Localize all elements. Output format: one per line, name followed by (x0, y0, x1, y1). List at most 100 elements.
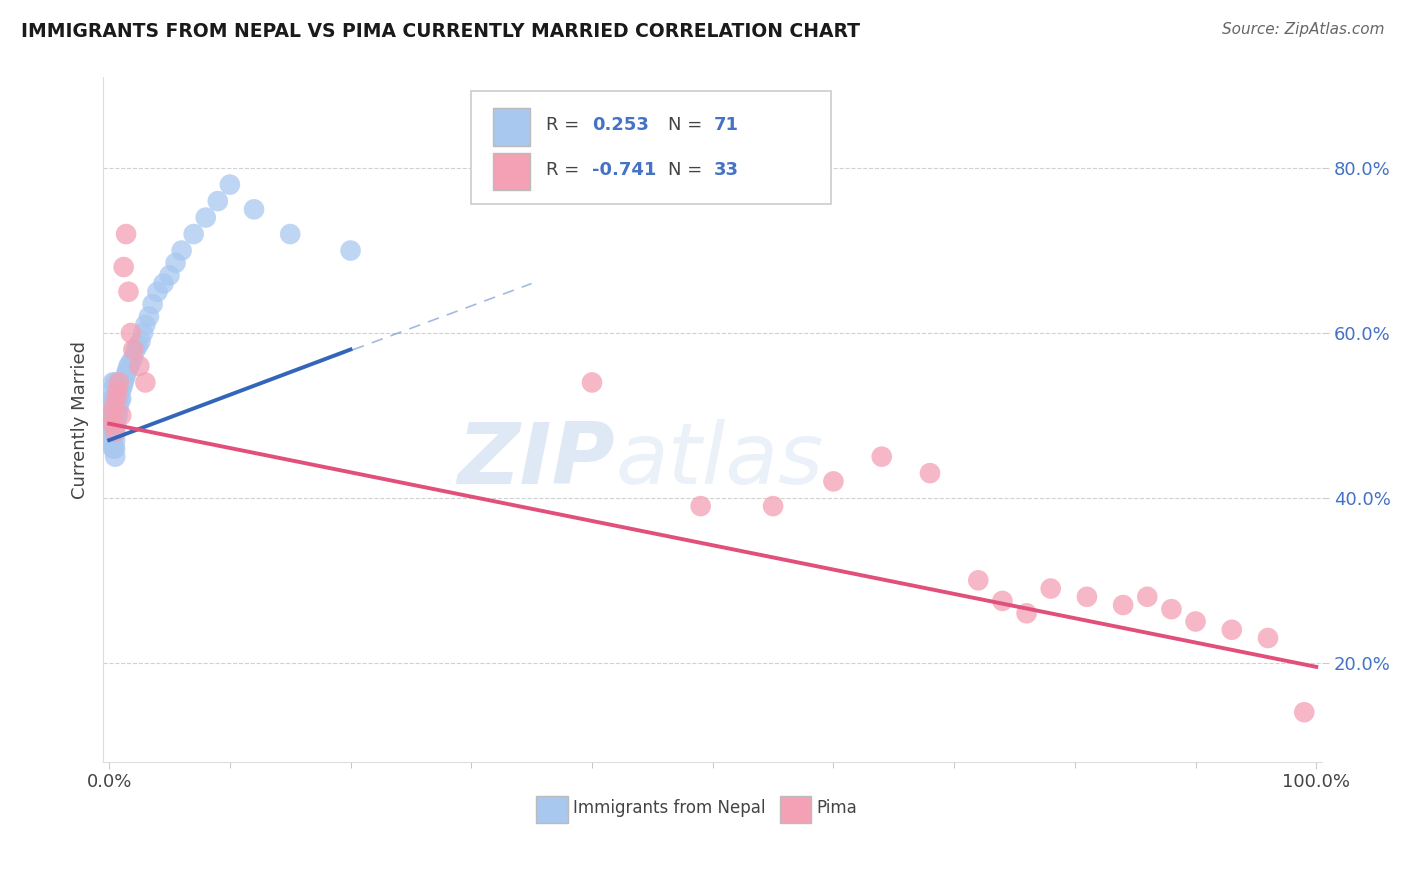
Point (103, 417, 125, 431)
Point (114, 371, 136, 385)
Point (127, 338, 149, 352)
Point (101, 417, 124, 431)
Point (120, 355, 142, 369)
Point (101, 433, 124, 447)
Point (991, 594, 1014, 608)
Point (101, 376, 124, 390)
Point (194, 211, 217, 225)
Point (218, 178, 240, 192)
Point (1039, 582, 1062, 596)
Point (117, 363, 139, 377)
Point (103, 442, 125, 456)
Point (105, 392, 128, 406)
Point (1136, 590, 1159, 604)
Point (120, 326, 142, 340)
Point (112, 260, 135, 274)
Bar (494, 153, 530, 190)
Text: -0.741: -0.741 (592, 161, 657, 178)
Point (870, 450, 893, 464)
Point (100, 409, 122, 423)
Point (108, 384, 131, 398)
Point (128, 359, 150, 373)
Point (118, 359, 141, 373)
Point (105, 417, 128, 431)
Point (104, 417, 127, 431)
Text: IMMIGRANTS FROM NEPAL VS PIMA CURRENTLY MARRIED CORRELATION CHART: IMMIGRANTS FROM NEPAL VS PIMA CURRENTLY … (21, 22, 860, 41)
Point (110, 384, 132, 398)
Text: ZIP: ZIP (457, 419, 616, 502)
Point (101, 425, 124, 439)
Point (108, 400, 131, 414)
Point (110, 376, 132, 390)
Point (823, 475, 845, 489)
Point (146, 285, 169, 299)
Point (100, 392, 122, 406)
Text: R =: R = (546, 161, 585, 178)
Point (103, 409, 125, 423)
Point (101, 392, 124, 406)
Point (115, 227, 138, 241)
Point (100, 400, 122, 414)
Point (762, 499, 785, 513)
Point (111, 379, 134, 393)
Text: atlas: atlas (616, 419, 823, 502)
Text: 33: 33 (714, 161, 740, 178)
Bar (494, 108, 530, 146)
Point (1076, 590, 1098, 604)
Point (104, 376, 127, 390)
Point (101, 442, 124, 456)
Point (101, 417, 124, 431)
Point (101, 409, 124, 423)
Point (207, 194, 229, 208)
Point (152, 277, 174, 291)
Point (107, 400, 129, 414)
Text: Pima: Pima (817, 799, 858, 817)
Point (1112, 598, 1135, 612)
Text: R =: R = (546, 116, 585, 135)
Point (165, 256, 187, 270)
Point (117, 359, 139, 373)
Point (110, 392, 132, 406)
Point (117, 285, 139, 299)
Point (108, 392, 131, 406)
Point (339, 244, 361, 258)
Point (107, 392, 129, 406)
Text: 0.253: 0.253 (592, 116, 650, 135)
Point (103, 400, 125, 414)
Point (105, 409, 128, 423)
Point (104, 425, 127, 439)
Bar (780, 796, 811, 823)
Point (103, 425, 125, 439)
Text: Source: ZipAtlas.com: Source: ZipAtlas.com (1222, 22, 1385, 37)
Point (100, 417, 122, 431)
Point (129, 334, 152, 349)
Point (243, 202, 266, 217)
Point (1294, 705, 1316, 719)
Point (104, 409, 127, 423)
Point (132, 326, 155, 340)
Point (104, 392, 127, 406)
Point (100, 384, 122, 398)
Point (1015, 607, 1038, 621)
Point (104, 433, 127, 447)
Point (967, 574, 990, 588)
Point (1184, 615, 1206, 629)
Point (107, 384, 129, 398)
Point (115, 368, 138, 382)
Point (110, 409, 132, 423)
Y-axis label: Currently Married: Currently Married (72, 341, 89, 499)
Text: N =: N = (668, 161, 707, 178)
Point (104, 442, 127, 456)
Point (108, 376, 131, 390)
Point (125, 343, 148, 357)
Point (134, 318, 156, 332)
Bar (536, 796, 568, 823)
Point (107, 409, 129, 423)
Point (142, 297, 165, 311)
Point (1220, 623, 1243, 637)
Point (108, 376, 131, 390)
Point (100, 425, 122, 439)
Point (122, 351, 145, 365)
Point (918, 466, 941, 480)
Point (581, 376, 603, 390)
